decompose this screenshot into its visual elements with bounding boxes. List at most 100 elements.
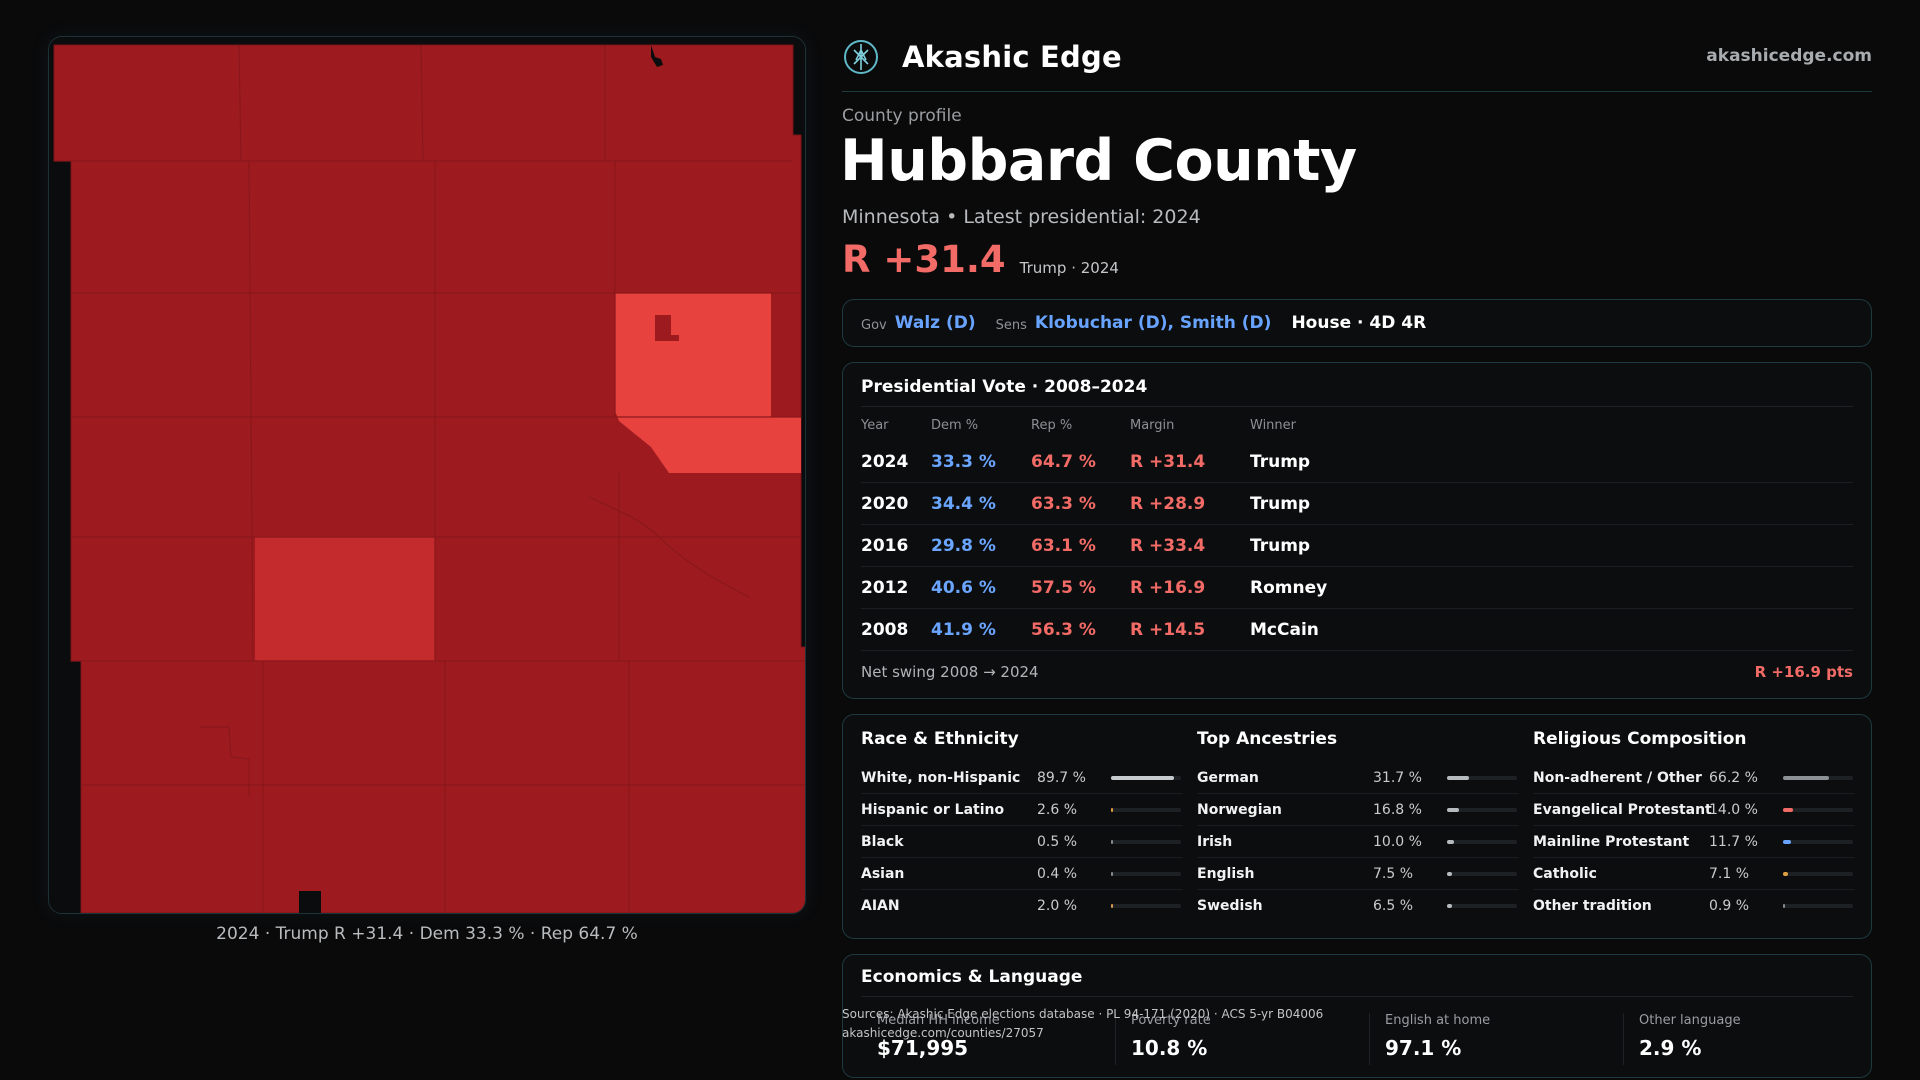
row-dem: 40.6 % [931,578,996,598]
item-name: Mainline Protestant [1533,834,1690,850]
sources-footnote: Sources: Akashic Edge elections database… [842,1005,1323,1043]
row-rep: 56.3 % [1031,620,1096,640]
stat-median-income: Median HH income $71,995 [877,1013,1000,1060]
item-name: Norwegian [1197,802,1282,818]
share-bar-fill [1447,904,1452,908]
item-pct: 14.0 % [1709,802,1758,818]
item-pct: 11.7 % [1709,834,1758,850]
item-pct: 0.5 % [1037,834,1078,850]
row-year: 2008 [861,620,909,640]
row-margin: R +14.5 [1130,620,1206,640]
share-bar [1783,808,1853,812]
header-divider [842,91,1872,92]
list-item: Black 0.5 % [861,826,1183,858]
page-subtitle: Minnesota • Latest presidential: 2024 [842,206,1201,228]
table-row: 2008 41.9 % 56.3 % R +14.5 McCain [861,609,1853,651]
row-dem: 33.3 % [931,452,996,472]
share-bar [1447,776,1517,780]
stat-divider [1369,1013,1370,1065]
stat-label: English at home [1385,1013,1491,1028]
stat-other-language: Other language 2.9 % [1639,1013,1741,1060]
row-winner: McCain [1250,620,1319,640]
row-dem: 34.4 % [931,494,996,514]
margin-note: Trump · 2024 [1019,259,1119,277]
item-name: Black [861,834,904,850]
share-bar [1111,904,1181,908]
list-item: Irish 10.0 % [1197,826,1519,858]
share-bar [1783,872,1853,876]
stat-value: 10.8 % [1131,1036,1208,1060]
share-bar-fill [1111,872,1114,876]
share-bar-fill [1111,776,1174,780]
economics-divider [861,996,1853,997]
stat-value: $71,995 [877,1036,969,1060]
sources-line: Sources: Akashic Edge elections database… [842,1007,1324,1021]
share-bar-fill [1783,776,1830,780]
sources-link[interactable]: akashicedge.com/counties/27057 [842,1026,1044,1040]
map-caption: 2024 · Trump R +31.4 · Dem 33.3 % · Rep … [216,924,638,944]
share-bar [1447,872,1517,876]
item-name: Non-adherent / Other [1533,770,1702,786]
stat-value: 97.1 % [1385,1036,1462,1060]
item-pct: 7.1 % [1709,866,1750,882]
row-year: 2020 [861,494,909,514]
race-rows: White, non-Hispanic 89.7 % Hispanic or La… [861,762,1183,922]
list-item: Norwegian 16.8 % [1197,794,1519,826]
row-dem: 41.9 % [931,620,996,640]
presidential-header-row: Year Dem % Rep % Margin Winner [861,413,1853,439]
row-winner: Trump [1250,494,1311,514]
house-delegation: House · 4D 4R [1291,313,1427,333]
share-bar-fill [1111,904,1114,908]
item-name: White, non-Hispanic [861,770,1021,786]
row-year: 2024 [861,452,909,472]
table-row: 2016 29.8 % 63.1 % R +33.4 Trump [861,525,1853,567]
religion-rows: Non-adherent / Other 66.2 % Evangelical P… [1533,762,1855,922]
share-bar [1447,808,1517,812]
sen-label: Sens [995,317,1027,333]
stat-label: Poverty rate [1131,1013,1211,1028]
row-rep: 64.7 % [1031,452,1096,472]
share-bar-fill [1783,904,1786,908]
item-name: Swedish [1197,898,1263,914]
list-item: English 7.5 % [1197,858,1519,890]
row-margin: R +16.9 [1130,578,1206,598]
row-rep: 57.5 % [1031,578,1096,598]
item-name: Hispanic or Latino [861,802,1005,818]
item-pct: 89.7 % [1037,770,1086,786]
item-pct: 66.2 % [1709,770,1758,786]
share-bar-fill [1111,808,1114,812]
share-bar [1111,872,1181,876]
net-swing-label: Net swing 2008 → 2024 [861,663,1039,681]
margin-value: R +31.4 [842,238,1006,281]
item-name: Evangelical Protestant [1533,802,1712,818]
share-bar-fill [1447,808,1459,812]
sen-value: Klobuchar (D), Smith (D) [1034,313,1272,333]
site-url-link[interactable]: akashicedge.com [1706,46,1872,66]
item-name: Catholic [1533,866,1597,882]
share-bar-fill [1447,840,1454,844]
share-bar-fill [1111,840,1114,844]
row-margin: R +31.4 [1130,452,1206,472]
share-bar [1783,776,1853,780]
share-bar [1111,840,1181,844]
table-row: 2020 34.4 % 63.3 % R +28.9 Trump [861,483,1853,525]
presidential-title: Presidential Vote · 2008–2024 [861,377,1148,397]
list-item: Non-adherent / Other 66.2 % [1533,762,1855,794]
header-year: Year [861,418,889,433]
row-winner: Trump [1250,452,1311,472]
page-title: Hubbard County [840,128,1357,194]
brand[interactable]: Akashic Edge [842,36,1122,78]
list-item: Evangelical Protestant 14.0 % [1533,794,1855,826]
stat-divider [1623,1013,1624,1065]
item-pct: 6.5 % [1373,898,1414,914]
list-item: AIAN 2.0 % [861,890,1183,922]
county-map[interactable] [48,36,806,914]
item-pct: 7.5 % [1373,866,1414,882]
religion-title: Religious Composition [1533,729,1747,749]
item-pct: 0.4 % [1037,866,1078,882]
net-swing: Net swing 2008 → 2024 R +16.9 pts [861,663,1853,681]
table-row: 2012 40.6 % 57.5 % R +16.9 Romney [861,567,1853,609]
county-shape [53,44,805,913]
presidential-vote-card: Presidential Vote · 2008–2024 Year Dem %… [842,362,1872,699]
share-bar [1111,776,1181,780]
